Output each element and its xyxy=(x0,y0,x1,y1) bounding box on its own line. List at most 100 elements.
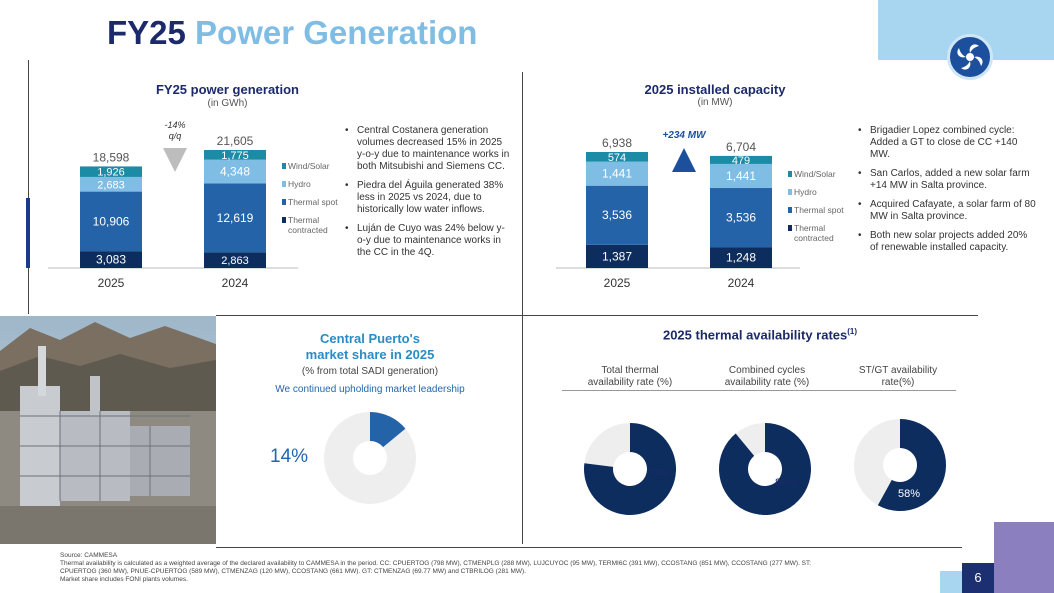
power-plant-photo xyxy=(0,316,216,544)
generation-bullets: Central Costanera generation volumes dec… xyxy=(343,125,513,266)
footer-notes: Source: CAMMESA Thermal availability is … xyxy=(60,552,960,584)
x-tick-label: 2025 xyxy=(98,276,125,290)
bar-value-label: 3,536 xyxy=(602,208,632,222)
bar-segment-hydro xyxy=(204,159,266,184)
donut-value-label: 77% xyxy=(647,468,669,480)
legend-label: Thermal xyxy=(794,223,825,233)
bar-total-label: 6,704 xyxy=(726,140,756,154)
availability-label-line: Total thermal xyxy=(601,365,659,376)
x-tick-label: 2025 xyxy=(604,276,631,290)
donut-slice xyxy=(719,423,811,515)
legend-swatch xyxy=(282,217,286,223)
bar-segment-thermal-contracted xyxy=(710,247,772,268)
page-number: 6 xyxy=(962,563,994,593)
footer-source: Source: CAMMESA xyxy=(60,552,118,559)
market-share-subtitle: (% from total SADI generation) xyxy=(301,366,439,377)
bar-segment-wind-solar xyxy=(586,152,648,162)
bar-segment-hydro xyxy=(710,163,772,189)
donut-slice xyxy=(370,412,406,448)
bar-value-label: 4,348 xyxy=(220,165,250,179)
bar-value-label: 1,775 xyxy=(221,150,249,162)
donut-value-label: 58% xyxy=(898,488,920,500)
availability-label-line: rate(%) xyxy=(881,377,915,388)
bar-segment-wind-solar xyxy=(710,155,772,164)
bar-segment-wind-solar xyxy=(204,150,266,160)
divider-avail-labels xyxy=(562,390,956,391)
bar-value-label: 2,683 xyxy=(97,179,125,191)
legend-swatch xyxy=(788,189,792,195)
bar-value-label: 3,536 xyxy=(726,211,756,225)
footer-note: Market share includes FONI plants volume… xyxy=(60,576,188,583)
bar-segment-thermal-contracted xyxy=(586,244,648,268)
bar-total-label: 18,598 xyxy=(93,150,130,164)
accent-bar-left xyxy=(26,198,30,268)
increase-arrow-icon xyxy=(672,148,696,172)
generation-bullet: Central Costanera generation volumes dec… xyxy=(343,125,513,173)
legend-swatch xyxy=(788,207,792,213)
decrease-arrow-icon xyxy=(163,148,187,172)
availability-label-line: availability rate (%) xyxy=(587,377,673,388)
bar-total-label: 6,938 xyxy=(602,136,632,150)
divider-horizontal-middle xyxy=(216,315,978,316)
capacity-subtitle: (in MW) xyxy=(697,97,733,108)
bar-segment-wind-solar xyxy=(80,166,142,177)
bar-value-label: 1,441 xyxy=(602,167,632,181)
capacity-bullet: Acquired Cafayate, a solar farm of 80 MW… xyxy=(856,199,1036,223)
bar-segment-thermal-spot xyxy=(80,191,142,252)
bar-value-label: 3,083 xyxy=(96,253,126,267)
donut-slice xyxy=(584,423,676,515)
change-label: q/q xyxy=(169,131,182,141)
bar-segment-thermal-contracted xyxy=(80,251,142,268)
legend-label: Wind/Solar xyxy=(794,169,836,179)
bar-value-label: 10,906 xyxy=(93,214,130,228)
availability-label-cc: Combined cycles availability rate (%) xyxy=(707,365,827,389)
decorative-block-bottom-right xyxy=(994,522,1054,593)
bar-segment-hydro xyxy=(80,176,142,192)
market-share-donut xyxy=(324,412,416,504)
capacity-bullet: San Carlos, added a new solar farm +14 M… xyxy=(856,168,1036,192)
bar-total-label: 21,605 xyxy=(217,134,254,148)
market-share-note: We continued upholding market leadership xyxy=(275,384,465,395)
bar-segment-thermal-spot xyxy=(204,183,266,253)
generation-bullet: Piedra del Águila generated 38% less in … xyxy=(343,180,513,216)
legend-label: Wind/Solar xyxy=(288,161,330,171)
legend-label: Hydro xyxy=(794,187,817,197)
donut-slice xyxy=(877,419,946,511)
availability-label-stgt: ST/GT availability rate(%) xyxy=(838,365,958,389)
footer-note: CPUERTOG (360 MW), PNUE-CPUERTOG (589 MW… xyxy=(60,568,527,575)
legend-label: Thermal spot xyxy=(794,205,844,215)
bar-segment-thermal-contracted xyxy=(204,252,266,268)
bar-value-label: 1,441 xyxy=(726,169,756,183)
generation-title: FY25 power generation xyxy=(155,82,300,97)
market-share-title-line1: Central Puerto's xyxy=(320,331,420,346)
x-tick-label: 2024 xyxy=(222,276,249,290)
availability-title: 2025 thermal availability rates(1) xyxy=(560,327,960,342)
legend-label: contracted xyxy=(794,233,834,243)
company-logo xyxy=(947,34,993,80)
legend-label: Hydro xyxy=(288,179,311,189)
generation-bullet: Luján de Cuyo was 24% below y-o-y due to… xyxy=(343,223,513,259)
bar-segment-thermal-spot xyxy=(710,188,772,248)
legend-label: Thermal spot xyxy=(288,197,338,207)
generation-subtitle: (in GWh) xyxy=(207,98,248,109)
footer-note: Thermal availability is calculated as a … xyxy=(60,560,812,567)
turbine-icon xyxy=(957,44,983,70)
power-plant-image xyxy=(0,316,216,544)
x-tick-label: 2024 xyxy=(728,276,755,290)
bar-value-label: 2,863 xyxy=(221,255,249,267)
page-title: FY25 Power Generation xyxy=(107,14,477,52)
change-label: -14% xyxy=(164,120,185,130)
availability-title-text: 2025 thermal availability rates xyxy=(662,327,848,343)
legend-swatch xyxy=(788,225,792,231)
title-topic: Power Generation xyxy=(195,14,478,51)
bar-segment-thermal-spot xyxy=(586,185,648,245)
capacity-stacked-bar-chart: 1,387 3,536 1,441 574 6,938 2025 1,248 3,536 1,4… xyxy=(556,130,844,290)
capacity-bullet: Brigadier Lopez combined cycle: Added a … xyxy=(856,125,1036,161)
bar-value-label: 1,387 xyxy=(602,249,632,263)
legend-swatch xyxy=(282,163,286,169)
availability-label-line: ST/GT availability xyxy=(858,365,938,376)
market-share-title: Central Puerto's market share in 2025 xyxy=(250,331,490,363)
legend-swatch xyxy=(788,171,792,177)
availability-footnote-mark: (1) xyxy=(847,327,858,336)
divider-vertical-center xyxy=(522,72,523,544)
